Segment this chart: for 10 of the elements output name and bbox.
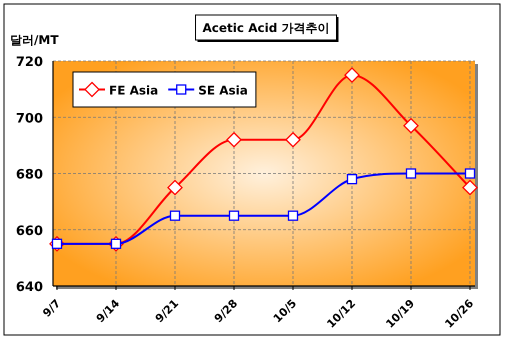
y-tick-label: 720 <box>16 55 43 70</box>
legend-label: SE Asia <box>198 84 248 98</box>
legend-label: FE Asia <box>109 84 158 98</box>
chart-title: Acetic Acid 가격추이 <box>202 21 330 35</box>
y-tick-label: 700 <box>16 111 43 126</box>
y-tick-label: 660 <box>16 224 43 239</box>
y-tick-label: 640 <box>16 280 43 295</box>
y-tick-label: 680 <box>16 168 43 182</box>
x-tick-label: 9/7 <box>40 296 64 320</box>
y-axis-title: 달러/MT <box>10 33 60 47</box>
